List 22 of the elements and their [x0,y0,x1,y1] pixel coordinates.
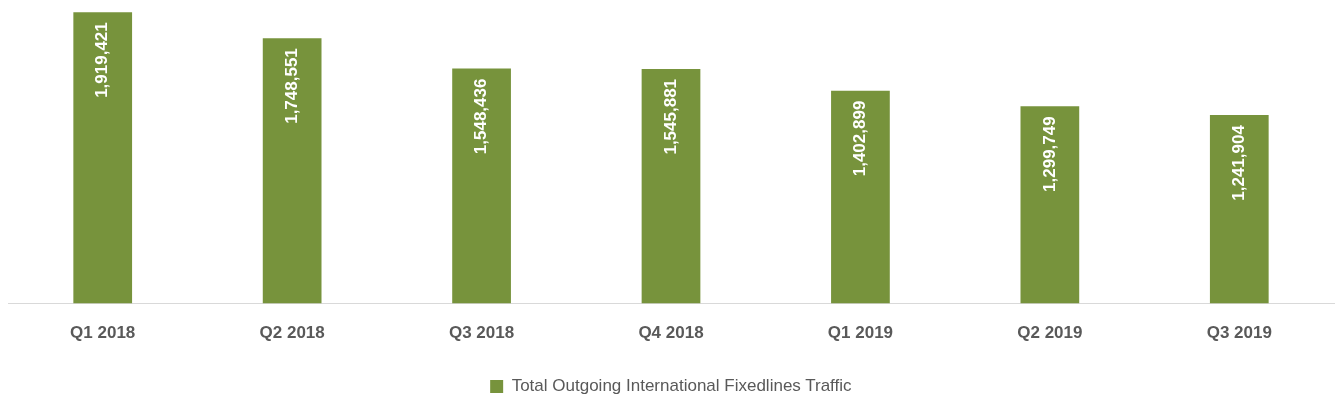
x-tick-label: Q4 2018 [638,323,704,343]
x-tick-label: Q1 2018 [70,323,136,343]
x-tick-label: Q3 2018 [448,323,515,343]
bar [1020,106,1080,304]
data-label: 1,748,551 [281,48,301,124]
data-label: 1,299,749 [1039,116,1059,192]
data-label: 1,548,436 [471,78,491,155]
bar [831,90,890,304]
bar [641,68,701,304]
data-label: 1,241,904 [1228,124,1248,201]
bar [452,68,511,304]
x-tick-label: Q2 2019 [1017,323,1083,343]
data-label: 1,919,421 [92,22,112,98]
x-tick-label: Q3 2019 [1206,323,1272,343]
bar [1209,115,1269,304]
data-label: 1,402,899 [850,100,870,177]
legend-label: Total Outgoing International Fixedlines Traffic [511,376,853,396]
x-tick-label: Q1 2019 [827,323,894,343]
bar [262,38,322,304]
x-tick-label: Q2 2018 [259,323,325,343]
bar [73,12,133,304]
data-label: 1,545,881 [660,78,680,155]
